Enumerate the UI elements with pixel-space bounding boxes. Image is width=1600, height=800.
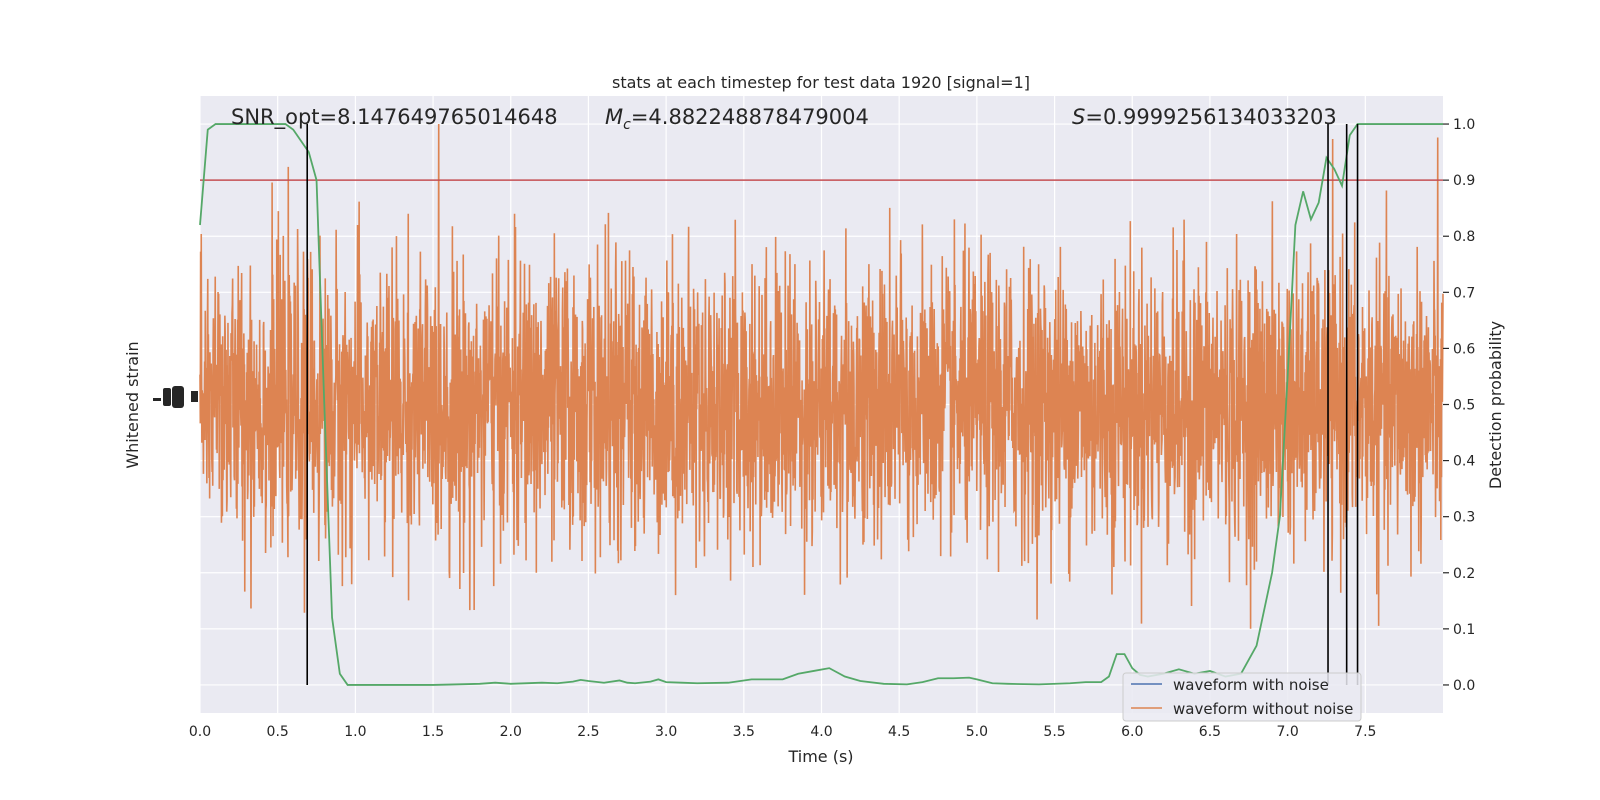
s-symbol: S (1072, 105, 1085, 129)
legend-box (1122, 672, 1362, 722)
s-value: =0.9999256134033203 (1085, 105, 1336, 129)
legend-label-clean: waveform without noise (1173, 700, 1353, 718)
x-tick-label-8: 4.0 (810, 724, 832, 740)
x-axis-ticks: 0.0 0.5 1.0 1.5 2.0 2.5 3.0 3.5 4.0 4.5 5.0 5.5 6.0 6… (189, 724, 1377, 740)
legend-label-noise: waveform with noise (1173, 676, 1329, 694)
y-tick-label-5: 0.5 (1453, 398, 1475, 414)
y-tick-label-7: 0.7 (1453, 285, 1475, 301)
y-tick-label-0: 0.0 (1453, 678, 1475, 694)
x-tick-label-0: 0.0 (189, 724, 211, 740)
x-tick-label-11: 5.5 (1043, 724, 1065, 740)
detection-probability-series (199, 123, 1443, 686)
y-right-axis-ticks: 0.0 0.1 0.2 0.3 0.4 0.5 0.6 0.7 0.8 0.9 1.0 (1443, 117, 1475, 694)
waveform-without-noise-line (199, 124, 1444, 629)
legend: waveform with noise waveform without noi… (1122, 672, 1362, 722)
x-tick-label-4: 2.0 (500, 724, 522, 740)
x-tick-label-10: 5.0 (966, 724, 988, 740)
y-tick-label-8: 0.8 (1453, 229, 1475, 245)
chart-title: stats at each timestep for test data 192… (612, 73, 1030, 92)
y-tick-label-6: 0.6 (1453, 341, 1475, 357)
y-tick-label-4: 0.4 (1453, 454, 1475, 470)
x-tick-label-7: 3.5 (733, 724, 755, 740)
y-tick-label-1: 0.1 (1453, 622, 1475, 638)
y-tick-label-9: 0.9 (1453, 173, 1475, 189)
y-left-axis-label: Whitened strain (123, 341, 142, 468)
left-axis-tick-blob (153, 386, 198, 408)
y-tick-label-10: 1.0 (1453, 117, 1475, 133)
x-tick-label-12: 6.0 (1121, 724, 1143, 740)
waveform-without-noise-series (199, 124, 1444, 629)
x-axis-label: Time (s) (787, 747, 853, 766)
x-tick-label-3: 1.5 (422, 724, 444, 740)
x-tick-label-15: 7.5 (1354, 724, 1376, 740)
x-tick-label-9: 4.5 (888, 724, 910, 740)
trigger-lines (306, 124, 1359, 685)
y-tick-label-2: 0.2 (1453, 566, 1475, 582)
snr-annotation: SNR_opt=8.147649765014648 (231, 105, 558, 130)
x-tick-label-2: 1.0 (344, 724, 366, 740)
mc-value: =4.882248878479004 (631, 105, 869, 129)
x-tick-label-5: 2.5 (577, 724, 599, 740)
x-tick-label-6: 3.0 (655, 724, 677, 740)
mc-symbol: M (605, 105, 623, 129)
mc-subscript: c (623, 117, 631, 133)
x-tick-label-1: 0.5 (267, 724, 289, 740)
detection-probability-line (199, 123, 1443, 686)
y-right-axis-label: Detection probability (1486, 321, 1505, 489)
mc-annotation: Mc=4.882248878479004 (605, 105, 869, 133)
s-annotation: S=0.9999256134033203 (1072, 105, 1337, 129)
x-tick-label-13: 6.5 (1199, 724, 1221, 740)
y-tick-label-3: 0.3 (1453, 510, 1475, 526)
x-tick-label-14: 7.0 (1276, 724, 1298, 740)
